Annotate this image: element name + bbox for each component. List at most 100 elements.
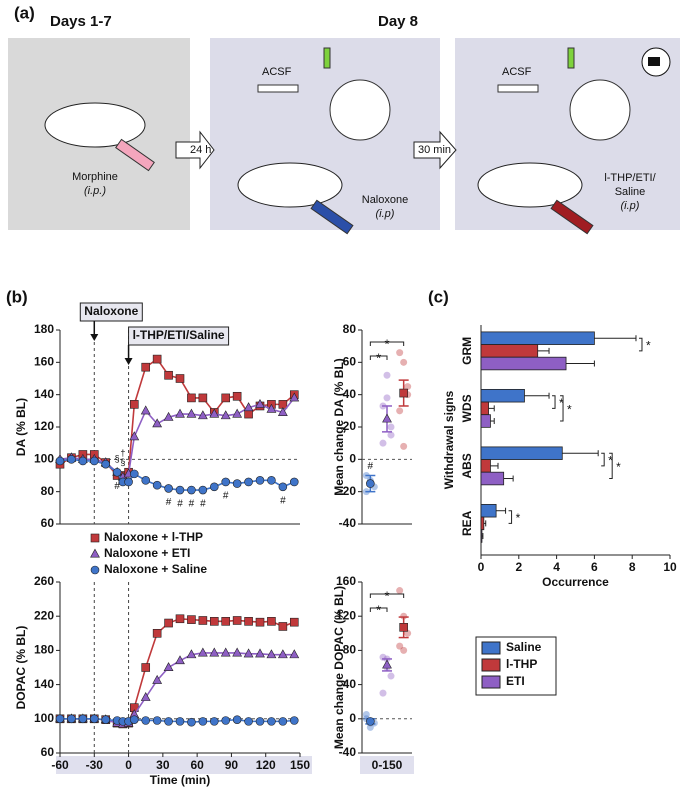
marker: [232, 616, 242, 625]
panel-label: (a): [14, 3, 35, 22]
y-tick-label: 160: [34, 355, 54, 369]
legend-label: ETI: [506, 674, 525, 688]
bar: [480, 529, 483, 543]
marker: [243, 402, 254, 412]
significance-mark: *: [384, 588, 389, 603]
syringe: [550, 199, 594, 235]
bracket: [369, 607, 388, 612]
data-point: [396, 642, 404, 650]
data-point: [362, 711, 370, 719]
marker: [289, 617, 299, 627]
marker: [278, 622, 288, 631]
interval-label: 24 h: [190, 144, 211, 156]
marker: [152, 480, 162, 490]
significance-mark: *: [376, 602, 381, 617]
marker: [399, 623, 408, 632]
bracket: [369, 355, 388, 360]
marker: [152, 628, 162, 638]
y-tick-label: GRM: [460, 337, 474, 365]
y-tick-label: 60: [343, 355, 357, 369]
marker: [209, 408, 220, 418]
panel-label: (c): [428, 287, 449, 306]
marker: [67, 714, 76, 724]
significance-mark: *: [646, 339, 651, 353]
x-tick-label: 6: [591, 560, 598, 574]
marker: [289, 716, 299, 725]
bar: [480, 471, 505, 486]
data-point: [400, 646, 408, 654]
bracket: [369, 593, 405, 598]
bar: [480, 503, 497, 518]
marker: [152, 716, 162, 725]
marker: [198, 485, 208, 495]
marker: [175, 655, 185, 665]
marker: [163, 662, 174, 672]
marker: [112, 467, 122, 477]
bracket: [601, 452, 605, 467]
probe: [323, 47, 331, 69]
data-point: [366, 723, 374, 731]
y-tick-label: 180: [34, 643, 54, 657]
y-tick-label: 40: [343, 387, 357, 401]
data-point: [387, 423, 395, 431]
marker: [244, 409, 253, 419]
rat: [477, 162, 583, 208]
significance-mark: §: [115, 454, 120, 464]
event-label: l-THP/ETI/Saline: [133, 328, 225, 342]
marker: [129, 431, 140, 441]
bracket: [508, 510, 513, 524]
bar: [480, 388, 525, 403]
bar: [480, 401, 489, 416]
bracket: [609, 452, 613, 480]
significance-mark: #: [368, 461, 374, 472]
x-tick-label: -30: [86, 758, 104, 772]
marker: [141, 716, 151, 725]
x-tick-label: 4: [553, 560, 560, 574]
marker: [220, 647, 231, 657]
x-tick-label: 90: [225, 758, 239, 772]
legend-swatch: [481, 641, 501, 655]
marker: [209, 647, 220, 657]
marker: [255, 398, 265, 408]
legend-label: Naloxone + ETI: [104, 546, 190, 560]
legend-label: Naloxone + l-THP: [104, 530, 203, 544]
stage-title: Days 1-7: [50, 13, 112, 30]
perfusate-label: ACSF: [262, 66, 292, 78]
significance-mark: #: [166, 497, 172, 508]
marker: [232, 715, 242, 724]
y-tick-label: 220: [34, 608, 54, 622]
significance-mark: #: [223, 491, 229, 502]
syringe: [310, 199, 354, 235]
event-arrow: [124, 358, 133, 365]
marker: [209, 482, 219, 492]
data-point: [400, 442, 408, 450]
drug-label: Saline: [615, 186, 646, 198]
marker: [289, 392, 300, 402]
marker: [140, 405, 151, 415]
axis-strip: [360, 756, 414, 774]
significance-mark: *: [616, 460, 621, 474]
x-tick-label: 8: [629, 560, 636, 574]
data-point: [400, 612, 408, 620]
marker: [255, 717, 265, 726]
marker: [366, 717, 375, 726]
bracket: [369, 341, 405, 346]
y-tick-label: 40: [343, 677, 357, 691]
brain: [569, 79, 631, 141]
marker: [129, 400, 139, 409]
probe: [567, 47, 575, 69]
marker: [187, 615, 196, 624]
significance-mark: †: [120, 448, 125, 458]
significance-mark: #: [189, 499, 195, 510]
marker: [382, 413, 392, 423]
interval-label: 30 min: [418, 144, 451, 156]
event-box: [79, 302, 143, 322]
bar: [480, 344, 539, 358]
y-tick-label: 100: [34, 711, 54, 725]
marker: [267, 617, 276, 626]
marker: [255, 617, 265, 627]
marker: [187, 717, 196, 727]
significance-mark: #: [114, 481, 120, 492]
y-tick-label: 60: [41, 745, 55, 759]
